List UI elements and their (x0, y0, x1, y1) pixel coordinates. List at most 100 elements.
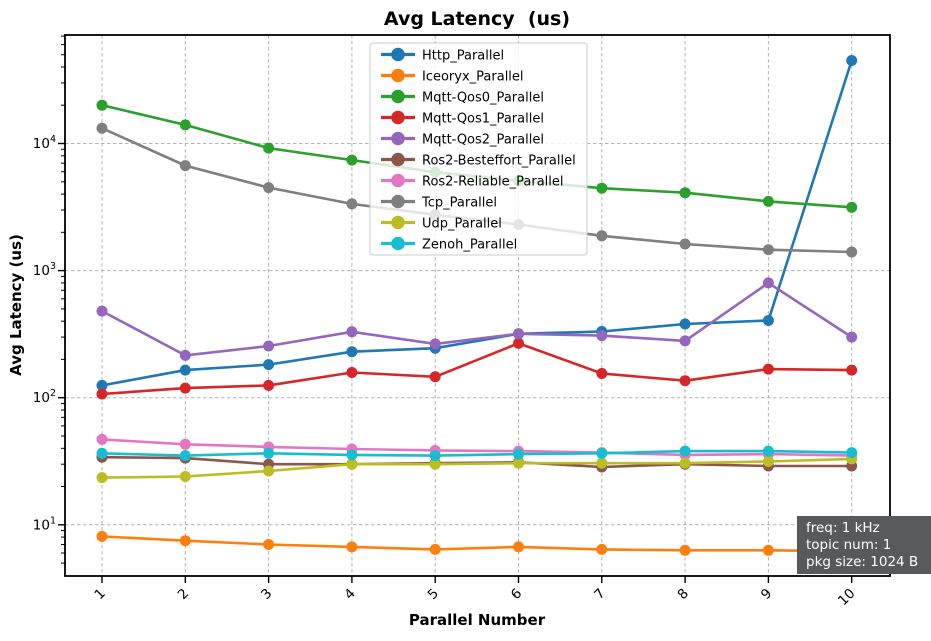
series-point-Mqtt-Qos1_Parallel-5 (429, 371, 441, 383)
series-point-Tcp_Parallel-9 (762, 244, 774, 256)
x-tick-label: 2 (175, 586, 192, 603)
series-point-Udp_Parallel-3 (263, 465, 275, 477)
series-point-Mqtt-Qos0_Parallel-2 (179, 119, 191, 131)
series-point-Mqtt-Qos2_Parallel-6 (513, 328, 524, 340)
annotation-line-pkgsize: pkg size: 1024 B (806, 554, 918, 570)
series-point-Udp_Parallel-7 (596, 457, 608, 469)
series-point-Mqtt-Qos1_Parallel-2 (179, 382, 191, 394)
series-point-Mqtt-Qos0_Parallel-9 (762, 195, 774, 207)
series-point-Mqtt-Qos1_Parallel-8 (679, 375, 691, 387)
annotation-line-freq: freq: 1 kHz (806, 520, 880, 536)
x-tick-label: 5 (425, 586, 442, 603)
series-point-Mqtt-Qos2_Parallel-7 (596, 330, 608, 342)
legend-label-Iceoryx_Parallel: Iceoryx_Parallel (422, 69, 524, 84)
series-point-Udp_Parallel-8 (679, 457, 691, 469)
series-point-Http_Parallel-10 (846, 55, 858, 66)
x-tick-label: 3 (258, 586, 275, 603)
legend-label-Ros2-Reliable_Parallel: Ros2-Reliable_Parallel (422, 174, 564, 189)
series-point-Mqtt-Qos2_Parallel-3 (263, 340, 275, 352)
series-point-Tcp_Parallel-1 (96, 122, 108, 134)
series-point-Iceoryx_Parallel-9 (762, 544, 774, 556)
series-point-Iceoryx_Parallel-8 (679, 544, 691, 556)
legend-label-Http_Parallel: Http_Parallel (422, 48, 504, 63)
legend-label-Mqtt-Qos0_Parallel: Mqtt-Qos0_Parallel (422, 90, 544, 105)
series-point-Udp_Parallel-9 (762, 456, 774, 467)
series-point-Mqtt-Qos0_Parallel-7 (596, 182, 608, 194)
series-point-Mqtt-Qos2_Parallel-2 (179, 349, 191, 361)
legend-label-Tcp_Parallel: Tcp_Parallel (421, 195, 497, 210)
legend-label-Udp_Parallel: Udp_Parallel (422, 216, 502, 231)
annotation-background (797, 516, 931, 574)
series-point-Iceoryx_Parallel-5 (429, 543, 441, 555)
x-tick-label: 7 (591, 586, 608, 603)
series-point-Tcp_Parallel-4 (346, 198, 358, 210)
plot-border (64, 34, 891, 577)
series-point-Udp_Parallel-6 (513, 457, 524, 469)
x-tick-label: 1 (91, 586, 108, 603)
series-point-Mqtt-Qos2_Parallel-5 (429, 338, 441, 350)
x-axis-label: Parallel Number (409, 611, 546, 629)
series-point-Mqtt-Qos2_Parallel-8 (679, 335, 691, 347)
series-point-Tcp_Parallel-7 (596, 230, 608, 242)
annotation-box: freq: 1 kHz topic num: 1 pkg size: 1024 … (797, 516, 931, 574)
series-point-Http_Parallel-8 (679, 318, 691, 330)
series-point-Mqtt-Qos1_Parallel-10 (846, 364, 858, 376)
annotation-line-topic: topic num: 1 (806, 537, 891, 553)
series-line-Iceoryx_Parallel (100, 535, 854, 553)
x-tick-label: 6 (508, 586, 525, 603)
legend-marker-Zenoh_Parallel (391, 236, 405, 251)
legend-label-Zenoh_Parallel: Zenoh_Parallel (422, 237, 517, 252)
series-point-Zenoh_Parallel-9 (762, 445, 774, 457)
series-point-Mqtt-Qos0_Parallel-8 (679, 187, 691, 199)
series-point-Zenoh_Parallel-5 (429, 450, 441, 462)
series-point-Iceoryx_Parallel-6 (513, 541, 524, 553)
series-point-Ros2-Reliable_Parallel-1 (96, 433, 108, 445)
y-tick-label: 102 (33, 388, 56, 406)
x-tick-label: 8 (675, 586, 692, 603)
legend-label-Ros2-Besteffort_Parallel: Ros2-Besteffort_Parallel (422, 153, 576, 168)
series-point-Mqtt-Qos1_Parallel-6 (513, 337, 524, 349)
y-tick-label: 101 (33, 515, 56, 533)
chart-title: Avg Latency (us) (384, 8, 570, 30)
legend-marker-Tcp_Parallel (391, 194, 405, 209)
series-line-Http_Parallel (100, 59, 854, 387)
series-line-Ros2-Reliable_Parallel (100, 438, 854, 457)
series-point-Iceoryx_Parallel-3 (263, 539, 275, 550)
series-point-Mqtt-Qos2_Parallel-1 (96, 305, 108, 317)
legend-box (369, 42, 588, 256)
legend-marker-Mqtt-Qos1_Parallel (391, 110, 405, 125)
series-point-Iceoryx_Parallel-7 (596, 543, 608, 555)
series-point-Mqtt-Qos1_Parallel-4 (346, 367, 358, 378)
series-point-Http_Parallel-1 (96, 379, 108, 391)
series-point-Tcp_Parallel-3 (263, 182, 275, 194)
series-line-Zenoh_Parallel (100, 449, 854, 457)
series-point-Mqtt-Qos1_Parallel-3 (263, 379, 275, 391)
series-point-Zenoh_Parallel-2 (179, 450, 191, 462)
legend-marker-Mqtt-Qos0_Parallel (391, 89, 405, 104)
series-point-Mqtt-Qos1_Parallel-1 (96, 388, 108, 400)
series-point-Ros2-Reliable_Parallel-2 (179, 438, 191, 450)
series-point-Zenoh_Parallel-7 (596, 447, 608, 459)
series-point-Mqtt-Qos2_Parallel-9 (762, 277, 774, 289)
y-tick-label: 103 (33, 261, 56, 279)
series-point-Http_Parallel-2 (179, 364, 191, 376)
x-tick-label: 4 (341, 586, 358, 603)
series-point-Zenoh_Parallel-6 (513, 448, 524, 460)
series-point-Zenoh_Parallel-4 (346, 449, 358, 461)
series-point-Mqtt-Qos0_Parallel-3 (263, 142, 275, 154)
series-point-Tcp_Parallel-2 (179, 160, 191, 172)
series-point-Udp_Parallel-4 (346, 458, 358, 470)
y-tick-label: 104 (33, 134, 56, 152)
legend-marker-Http_Parallel (391, 47, 405, 62)
series-point-Mqtt-Qos0_Parallel-1 (96, 99, 108, 111)
series-line-Mqtt-Qos1_Parallel (100, 341, 854, 396)
series-point-Iceoryx_Parallel-2 (179, 535, 191, 547)
series-point-Udp_Parallel-2 (179, 471, 191, 482)
series-point-Zenoh_Parallel-1 (96, 447, 108, 459)
y-axis-label: Avg Latency (us) (7, 234, 25, 376)
series-point-Udp_Parallel-1 (96, 472, 108, 484)
series-point-Tcp_Parallel-8 (679, 238, 691, 250)
x-tick-label: 10 (835, 586, 858, 609)
